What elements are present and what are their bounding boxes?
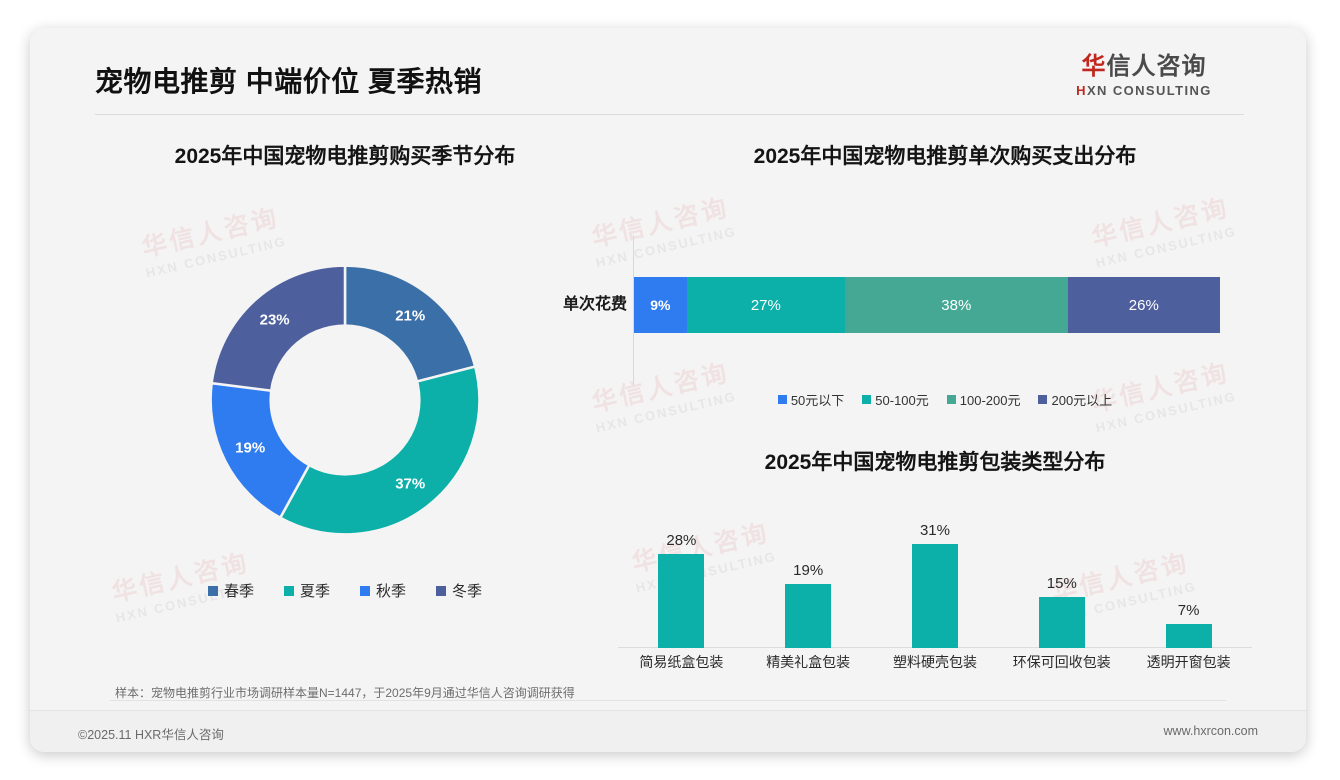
legend-label: 秋季 <box>376 583 407 600</box>
bar-category-label: 简易纸盒包装 <box>639 654 724 670</box>
brand-logo-en-accent: H <box>1076 83 1087 99</box>
chart-panel-spend-stacked: 2025年中国宠物电推剪单次购买支出分布 单次花费 9% 27% 38% 26% 50… <box>563 140 1275 430</box>
legend-label: 50元以下 <box>790 393 845 408</box>
stacked-bar-row-label: 单次花费 <box>562 296 627 313</box>
page-title: 宠物电推剪 中端价位 夏季热销 <box>95 66 483 97</box>
bar-value-label: 31% <box>919 521 950 539</box>
bar-column[interactable]: 28% <box>618 504 745 648</box>
footer: ©2025.11 HXR华信人咨询 www.hxrcon.com <box>30 711 1306 752</box>
brand-logo-en-rest: XN CONSULTING <box>1086 83 1212 99</box>
stacked-bar-plot: 单次花费 9% 27% 38% 26% <box>563 235 1275 385</box>
bar-rect[interactable] <box>658 553 705 648</box>
bar-value-label: 19% <box>793 561 824 579</box>
donut-chart: 21% 37% 19% 23% <box>205 260 485 540</box>
legend-label: 春季 <box>223 583 254 600</box>
bar-column[interactable]: 31% <box>872 504 999 648</box>
legend-swatch-icon <box>283 585 294 596</box>
legend-label: 夏季 <box>299 583 330 600</box>
donut-hole <box>269 324 421 476</box>
legend-swatch-icon <box>207 585 218 596</box>
footer-copyright: ©2025.11 HXR华信人咨询 <box>78 728 224 742</box>
donut-svg <box>209 264 481 536</box>
slide-page: 华信人咨询 HXN CONSULTING 华信人咨询 HXN CONSULTIN… <box>30 28 1306 752</box>
legend-swatch-icon <box>862 395 872 404</box>
legend-label: 冬季 <box>452 583 483 600</box>
bar-rect[interactable] <box>1038 597 1085 648</box>
legend-item[interactable]: 50元以下 <box>777 390 845 409</box>
footer-divider <box>30 710 1306 711</box>
stacked-bar-axis <box>633 235 634 385</box>
bar-column[interactable]: 15% <box>998 504 1125 648</box>
legend-swatch-icon <box>1038 395 1048 404</box>
legend-label: 50-100元 <box>875 393 929 408</box>
legend-swatch-icon <box>436 585 447 596</box>
brand-logo: 华信人咨询 HXN CONSULTING <box>1044 53 1244 98</box>
header-divider <box>95 114 1244 115</box>
chart-panel-season-donut: 2025年中国宠物电推剪购买季节分布 21% 37% 19% 23% 春季 夏季 秋季 冬季 <box>65 140 625 670</box>
chart-title-spend-stacked: 2025年中国宠物电推剪单次购买支出分布 <box>753 145 1137 168</box>
footnote-divider <box>110 700 1226 701</box>
brand-logo-cn: 华信人咨询 <box>1044 53 1244 80</box>
bar-value-label: 28% <box>666 531 697 549</box>
legend-item[interactable]: 夏季 <box>283 580 330 601</box>
donut-slice-label: 19% <box>235 439 266 457</box>
legend-item[interactable]: 冬季 <box>436 580 482 601</box>
stacked-bar-segment[interactable]: 26% <box>1067 277 1220 333</box>
brand-logo-en: HXN CONSULTING <box>1044 83 1244 98</box>
chart-panel-packaging-bars: 2025年中国宠物电推剪包装类型分布 28% 19% 31% 15% 7% 简易纸盒包装… <box>590 446 1280 711</box>
legend-label: 100-200元 <box>959 393 1021 408</box>
header: 宠物电推剪 中端价位 夏季热销 华信人咨询 HXN CONSULTING <box>30 28 1306 118</box>
chart-title-packaging-bars: 2025年中国宠物电推剪包装类型分布 <box>764 451 1106 474</box>
stacked-bar-segment[interactable]: 9% <box>634 277 687 333</box>
legend-item[interactable]: 春季 <box>207 580 254 601</box>
bar-category-label: 塑料硬壳包装 <box>892 654 977 670</box>
sample-footnote: 样本：宠物电推剪行业市场调研样本量N=1447，于2025年9月通过华信人咨询调… <box>115 686 575 700</box>
stacked-bar-segment[interactable]: 27% <box>686 277 845 333</box>
legend-item[interactable]: 秋季 <box>360 580 406 601</box>
bar-chart-category-labels: 简易纸盒包装 精美礼盒包装 塑料硬壳包装 环保可回收包装 透明开窗包装 <box>618 652 1252 682</box>
legend-swatch-icon <box>777 395 787 404</box>
brand-logo-cn-accent: 华 <box>1081 53 1107 80</box>
brand-logo-cn-rest: 信人咨询 <box>1106 53 1207 80</box>
chart-title-season-donut: 2025年中国宠物电推剪购买季节分布 <box>174 145 516 168</box>
bar-rect[interactable] <box>1165 624 1212 648</box>
bar-column[interactable]: 7% <box>1125 504 1252 648</box>
bar-value-label: 15% <box>1046 575 1077 593</box>
bar-rect[interactable] <box>911 543 958 648</box>
bar-chart-plot: 28% 19% 31% 15% 7% 简易纸盒包装 精美礼盒包装 塑料硬壳包装 环保可回收包装… <box>618 504 1252 682</box>
bar-category-label: 透明开窗包装 <box>1146 654 1231 670</box>
legend-item[interactable]: 100-200元 <box>946 390 1021 409</box>
stacked-bar-segment[interactable]: 38% <box>844 277 1068 333</box>
donut-slice-label: 37% <box>395 475 426 493</box>
legend-item[interactable]: 50-100元 <box>862 390 929 409</box>
legend-swatch-icon <box>946 395 956 404</box>
donut-slice-label: 21% <box>395 307 426 325</box>
bar-category-label: 精美礼盒包装 <box>766 654 851 670</box>
footer-website: www.hxrcon.com <box>1163 724 1258 738</box>
legend-spend-stacked: 50元以下 50-100元 100-200元 200元以上 <box>615 390 1275 409</box>
bar-chart-columns: 28% 19% 31% 15% 7% <box>618 504 1252 648</box>
bar-category-label: 环保可回收包装 <box>1012 654 1111 670</box>
bar-rect[interactable] <box>785 583 832 648</box>
legend-label: 200元以上 <box>1051 393 1113 408</box>
stacked-bar: 9% 27% 38% 26% <box>634 277 1220 333</box>
bar-column[interactable]: 19% <box>745 504 872 648</box>
bar-value-label: 7% <box>1177 602 1200 620</box>
legend-item[interactable]: 200元以上 <box>1038 390 1112 409</box>
legend-season-donut: 春季 夏季 秋季 冬季 <box>65 580 625 601</box>
legend-swatch-icon <box>360 585 370 596</box>
donut-slice-label: 23% <box>259 311 290 329</box>
